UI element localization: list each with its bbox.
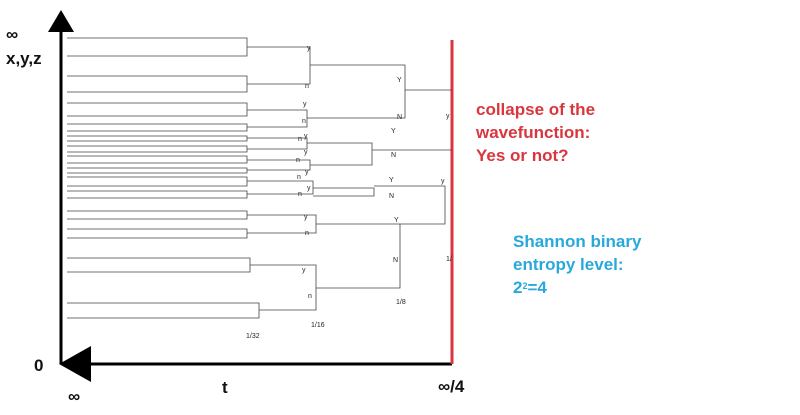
branch-label-no: n [298,136,302,143]
fraction-one-eighth: 1/8 [396,299,406,306]
branch-label-yes: y [307,185,311,192]
tree-bracket [247,180,314,195]
branch-label-no: n [305,83,309,90]
tree-bracket [67,302,260,319]
branch-label-yes: y [446,113,450,120]
tree-bracket [247,46,311,85]
branch-label-no: N [393,257,398,264]
branch-label-no: n [305,230,309,237]
collapse-text-line: wavefunction: [476,123,591,142]
collapse-question-text: collapse of the wavefunction: Yes or not… [476,98,595,167]
branch-label-yes: y [304,214,308,221]
shannon-text-line: entropy level: [513,255,624,274]
formula-base: 2 [513,278,523,297]
branch-label-yes: y [441,178,445,185]
branch-label-no: n [297,174,301,181]
tree-bracket [67,102,248,117]
tree-bracket [67,228,248,239]
tree-bracket [67,123,248,132]
tree-bracket [316,223,401,289]
branch-label-no: n [298,191,302,198]
tree-bracket [67,75,248,93]
branch-label-no: n [302,118,306,125]
branch-label-no: N [391,152,396,159]
branch-label-yes: y [304,149,308,156]
x-axis-end-label: ∞/4 [438,377,465,396]
branch-label-yes: Y [391,128,396,135]
fraction-one-thirtysecond: 1/32 [246,333,260,340]
fraction-labels: 1/ 1/8 1/16 1/32 [246,256,452,340]
tree-bracket [307,142,373,166]
branch-label-no: N [397,114,402,121]
tree-bracket [247,159,311,171]
tree-bracket [313,187,375,197]
tree-bracket [67,190,248,199]
x-axis-infinity-label: ∞ [68,387,80,406]
tree-bracket [250,264,317,311]
tree-bracket [67,210,248,220]
y-axis-arrowhead [48,10,74,32]
branch-label-yes: y [304,133,308,140]
tree-bracket [67,145,248,153]
branch-label-yes: Y [389,177,394,184]
branch-label-yes: y [303,101,307,108]
branch-label-yes: y [307,45,311,52]
tree-bracket [374,185,446,225]
collapse-text-line: collapse of the [476,100,596,119]
x-axis-arrowhead [59,346,91,382]
tree-bracket [67,37,248,57]
origin-label: 0 [34,356,43,375]
branch-label-yes: Y [397,77,402,84]
tree-bracket [67,167,248,174]
shannon-entropy-text: Shannon binary entropy level: 22=4 [513,230,641,299]
fraction-one-sixteenth: 1/16 [311,322,325,329]
tree-bracket [67,257,251,273]
axis-labels: ∞ x,y,z 0 ∞ t ∞/4 [6,25,465,406]
tree-bracket [307,64,406,119]
tree-bracket [247,109,308,128]
branching-tree [67,37,452,319]
tree-bracket [247,137,308,150]
tree-bracket [67,135,248,142]
shannon-formula: 22=4 [513,276,641,299]
y-axis-name-label: x,y,z [6,49,42,68]
shannon-text-line: Shannon binary [513,232,642,251]
branch-label-no: n [308,293,312,300]
branch-label-no: n [296,157,300,164]
fraction-one-quarter: 1/ [446,256,452,263]
tree-bracket [67,155,248,164]
formula-result: =4 [527,278,547,297]
branch-labels: y n y n n y y n y n y n y n y n Y N Y N … [296,45,450,300]
tree-bracket [67,176,248,187]
x-axis-name-label: t [222,378,228,397]
formula-exponent: 2 [522,281,528,291]
y-axis-infinity-label: ∞ [6,25,18,44]
branch-label-yes: y [305,169,309,176]
branch-label-no: N [389,193,394,200]
collapse-text-line: Yes or not? [476,146,569,165]
branch-label-yes: y [302,267,306,274]
axes [48,10,452,382]
branch-label-yes: Y [394,217,399,224]
